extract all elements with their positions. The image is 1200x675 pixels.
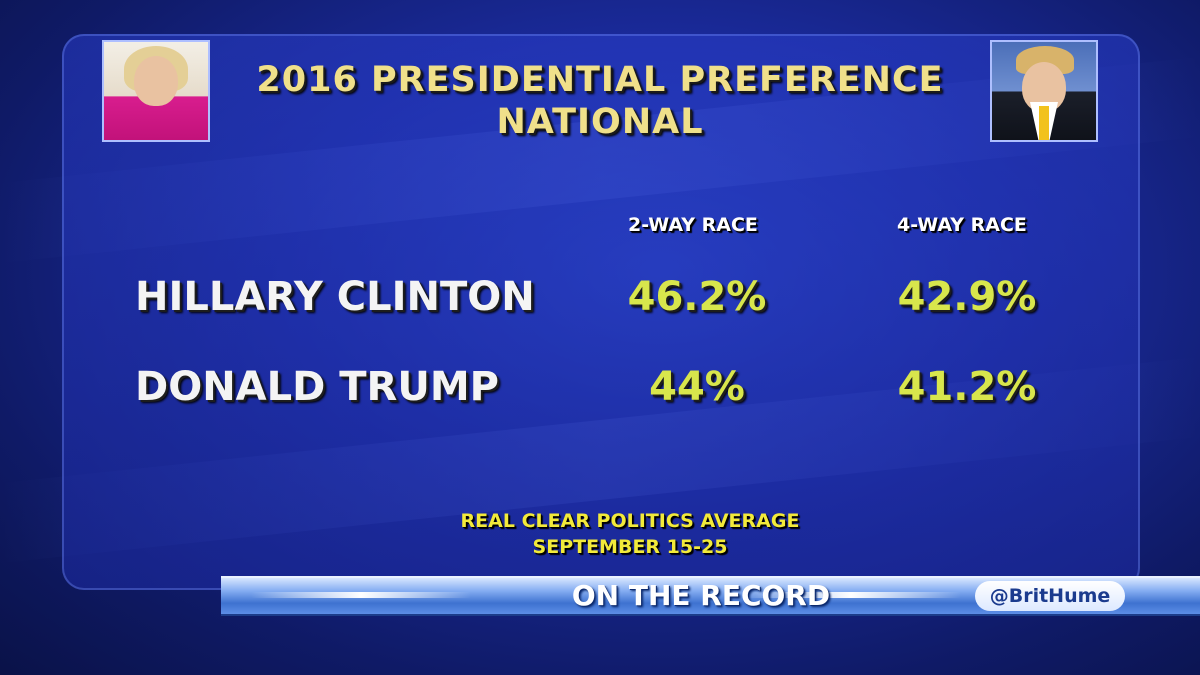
twitter-handle: @BritHume xyxy=(975,581,1125,611)
ticker-glow xyxy=(741,592,961,598)
chart-title: 2016 PRESIDENTIAL PREFERENCE xyxy=(256,60,944,100)
tie-shape xyxy=(1039,106,1049,140)
candidate-photo-clinton xyxy=(102,40,210,142)
value-clinton-2way: 46.2% xyxy=(627,274,767,320)
candidate-photo-trump xyxy=(990,40,1098,142)
face-shape xyxy=(134,56,178,106)
source-line-1: REAL CLEAR POLITICS AVERAGE xyxy=(460,510,800,532)
column-header-4way: 4-WAY RACE xyxy=(897,214,1027,236)
graphic-panel xyxy=(62,34,1140,590)
chart-subtitle: NATIONAL xyxy=(496,102,704,142)
lower-third-bar: ON THE RECORD @BritHume xyxy=(221,576,1200,616)
value-clinton-4way: 42.9% xyxy=(897,274,1037,320)
row-label-clinton: HILLARY CLINTON xyxy=(135,274,535,320)
value-trump-2way: 44% xyxy=(649,364,745,410)
source-line-2: SEPTEMBER 15-25 xyxy=(532,536,728,558)
column-header-2way: 2-WAY RACE xyxy=(628,214,758,236)
show-title: ON THE RECORD xyxy=(571,579,831,612)
ticker-glow xyxy=(251,592,471,598)
value-trump-4way: 41.2% xyxy=(897,364,1037,410)
row-label-trump: DONALD TRUMP xyxy=(135,364,499,410)
